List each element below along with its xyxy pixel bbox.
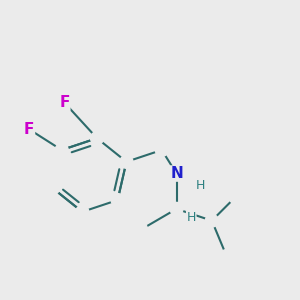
Text: F: F — [59, 95, 70, 110]
Circle shape — [170, 202, 183, 215]
Circle shape — [135, 223, 148, 236]
Circle shape — [91, 132, 103, 145]
Text: H: H — [195, 179, 205, 192]
Text: F: F — [24, 122, 34, 137]
Circle shape — [229, 190, 242, 204]
Circle shape — [220, 250, 233, 262]
Circle shape — [55, 143, 68, 157]
Circle shape — [46, 182, 59, 195]
Circle shape — [155, 143, 168, 157]
Circle shape — [206, 214, 218, 227]
Text: N: N — [170, 166, 183, 181]
Circle shape — [111, 194, 124, 206]
Circle shape — [120, 155, 133, 168]
Text: H: H — [187, 211, 196, 224]
Circle shape — [76, 206, 89, 218]
